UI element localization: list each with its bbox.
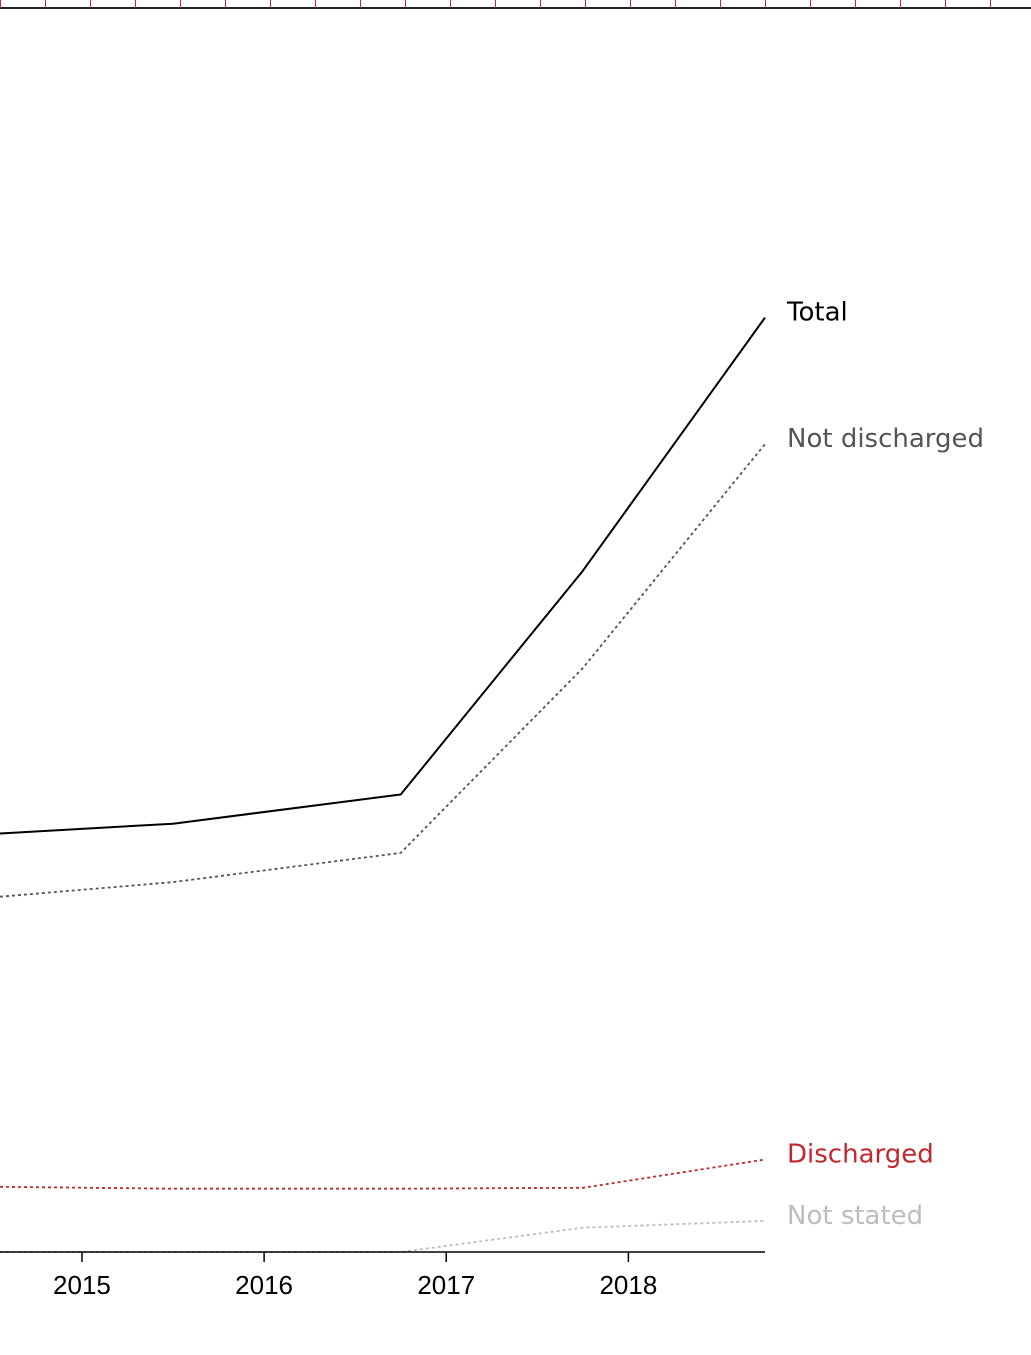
top-ruler: [0, 0, 1031, 9]
x-axis-ticks: 2015 2016 2017 2018: [53, 1252, 657, 1300]
series-label-discharged: Discharged: [787, 1140, 934, 1170]
x-tick-label: 2016: [235, 1270, 293, 1300]
series-line-total: [0, 317, 766, 835]
series-line-discharged: [0, 1158, 766, 1190]
series-label-not-stated: Not stated: [787, 1201, 923, 1231]
series-line-not-stated: [0, 1220, 766, 1253]
series-labels: Total Not discharged Discharged Not stated: [786, 298, 984, 1231]
series-layer: [0, 317, 766, 1253]
series-label-not-discharged: Not discharged: [787, 424, 984, 454]
x-tick-label: 2018: [599, 1270, 657, 1300]
series-line-not-discharged: [0, 443, 766, 898]
x-tick-label: 2017: [417, 1270, 475, 1300]
x-tick-label: 2015: [53, 1270, 111, 1300]
series-label-total: Total: [786, 298, 848, 328]
